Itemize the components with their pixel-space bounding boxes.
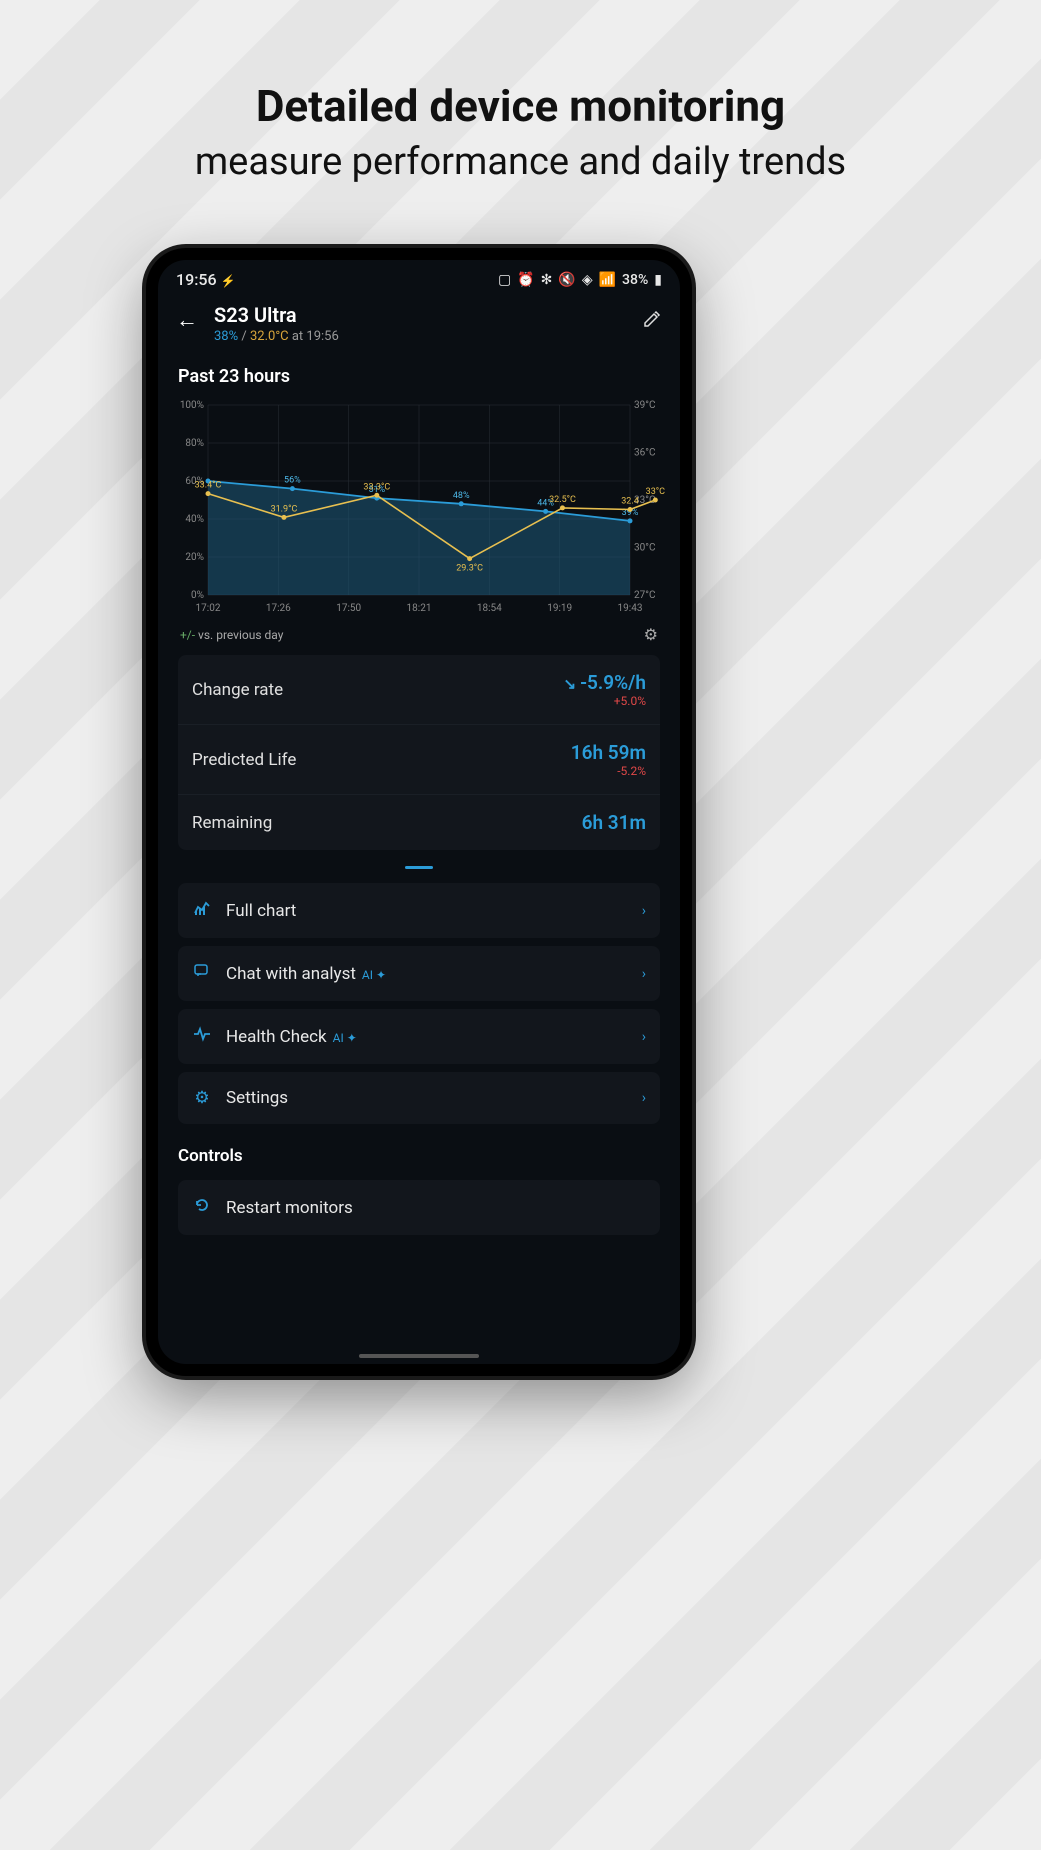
chart-legend: +/- vs. previous day [180,628,283,642]
svg-text:48%: 48% [453,491,470,501]
svg-text:29.3°C: 29.3°C [456,564,483,574]
status-time: 19:56 ⚡ [176,270,236,289]
chart-icon [192,899,212,922]
stat-predicted-life: Predicted Life 16h 59m -5.2% [178,725,660,795]
svg-text:80%: 80% [185,438,204,449]
chat-icon [192,962,212,985]
controls-header: Controls [158,1132,680,1174]
svg-text:17:02: 17:02 [196,603,221,614]
svg-text:20%: 20% [185,552,204,563]
svg-text:32.5°C: 32.5°C [549,495,576,505]
menu-chat-analyst[interactable]: Chat with analystAI ✦ › [178,946,660,1001]
home-indicator[interactable] [359,1354,479,1358]
chevron-right-icon: › [642,1090,646,1106]
status-bar: 19:56 ⚡ ▢ ⏰ ✻ 🔇 ◈ 📶 38% ▮ [158,260,680,295]
screen: 19:56 ⚡ ▢ ⏰ ✻ 🔇 ◈ 📶 38% ▮ ← S23 Ultra 38… [158,260,680,1364]
phone-frame: 19:56 ⚡ ▢ ⏰ ✻ 🔇 ◈ 📶 38% ▮ ← S23 Ultra 38… [146,248,692,1376]
device-sub: 38% / 32.0°C at 19:56 [214,329,339,344]
ai-badge: AI ✦ [362,968,386,982]
back-button[interactable]: ← [176,307,198,333]
edit-icon[interactable] [642,309,662,333]
trend-down-icon: ↘ [563,675,576,693]
nfc-icon: ▢ [498,272,511,288]
menu-restart-monitors[interactable]: Restart monitors [178,1180,660,1235]
alarm-icon: ⏰ [517,272,534,288]
chart-section: Past 23 hours 0%20%40%60%80%100%27°C30°C… [158,358,680,647]
predicted-value: 16h 59m [571,741,646,764]
chevron-right-icon: › [642,903,646,919]
ai-badge: AI ✦ [333,1031,357,1045]
chevron-right-icon: › [642,966,646,982]
svg-text:100%: 100% [180,400,204,411]
svg-text:31.9°C: 31.9°C [271,504,298,514]
chart[interactable]: 0%20%40%60%80%100%27°C30°C33°C36°C39°C17… [172,397,666,647]
svg-text:32.4: 32.4 [621,497,639,507]
stat-change-rate: Change rate ↘-5.9%/h +5.0% [178,655,660,725]
menu-list: Full chart › Chat with analystAI ✦ › Hea… [164,883,674,1124]
svg-text:19:43: 19:43 [618,603,643,614]
marketing-subtitle: measure performance and daily trends [0,140,1041,184]
chart-title: Past 23 hours [172,358,666,397]
stat-remaining: Remaining 6h 31m [178,795,660,850]
header-titles: S23 Ultra 38% / 32.0°C at 19:56 [214,303,339,344]
chart-footer: +/- vs. previous day ⚙ [172,621,666,652]
svg-text:40%: 40% [185,514,204,525]
signal-icon: 📶 [599,272,616,288]
restart-icon [192,1196,212,1219]
stats-card: Change rate ↘-5.9%/h +5.0% Predicted Lif… [178,655,660,850]
drag-handle[interactable] [172,850,666,877]
chart-svg: 0%20%40%60%80%100%27°C30°C33°C36°C39°C17… [172,397,666,617]
svg-text:36°C: 36°C [634,448,656,459]
header-temp: 32.0°C [250,329,289,344]
menu-full-chart[interactable]: Full chart › [178,883,660,938]
svg-text:56%: 56% [284,476,301,486]
wifi-icon: ◈ [582,272,593,288]
mute-icon: 🔇 [558,272,575,288]
predicted-delta: -5.2% [571,764,646,778]
change-rate-value: ↘-5.9%/h [563,671,646,694]
menu-settings[interactable]: ⚙ Settings › [178,1072,660,1124]
svg-text:18:21: 18:21 [407,603,432,614]
svg-text:19:19: 19:19 [547,603,572,614]
remaining-value: 6h 31m [582,811,646,834]
bluetooth-icon: ✻ [541,272,553,288]
change-rate-delta: +5.0% [563,694,646,708]
status-icons: ▢ ⏰ ✻ 🔇 ◈ 📶 38% ▮ [498,272,662,288]
svg-text:33.3°C: 33.3°C [363,482,390,492]
svg-text:0%: 0% [191,590,204,601]
chevron-right-icon: › [642,1029,646,1045]
marketing-title: Detailed device monitoring [0,80,1041,132]
device-name: S23 Ultra [214,303,339,327]
marketing-header: Detailed device monitoring measure perfo… [0,0,1041,184]
battery-text: 38% [622,272,648,288]
svg-text:18:54: 18:54 [477,603,502,614]
svg-text:39°C: 39°C [634,400,656,411]
svg-text:33°C: 33°C [646,487,665,497]
svg-text:27°C: 27°C [634,590,656,601]
chart-settings-icon[interactable]: ⚙ [644,625,658,644]
app-header: ← S23 Ultra 38% / 32.0°C at 19:56 [158,295,680,358]
battery-icon: ▮ [654,272,662,288]
header-time: at 19:56 [289,329,339,344]
svg-text:17:26: 17:26 [266,603,291,614]
svg-text:17:50: 17:50 [336,603,361,614]
svg-text:30°C: 30°C [634,543,656,554]
menu-health-check[interactable]: Health CheckAI ✦ › [178,1009,660,1064]
pulse-icon [192,1025,212,1048]
header-percent: 38% [214,329,238,344]
gear-icon: ⚙ [192,1088,212,1108]
svg-text:33.4°C: 33.4°C [195,481,222,491]
